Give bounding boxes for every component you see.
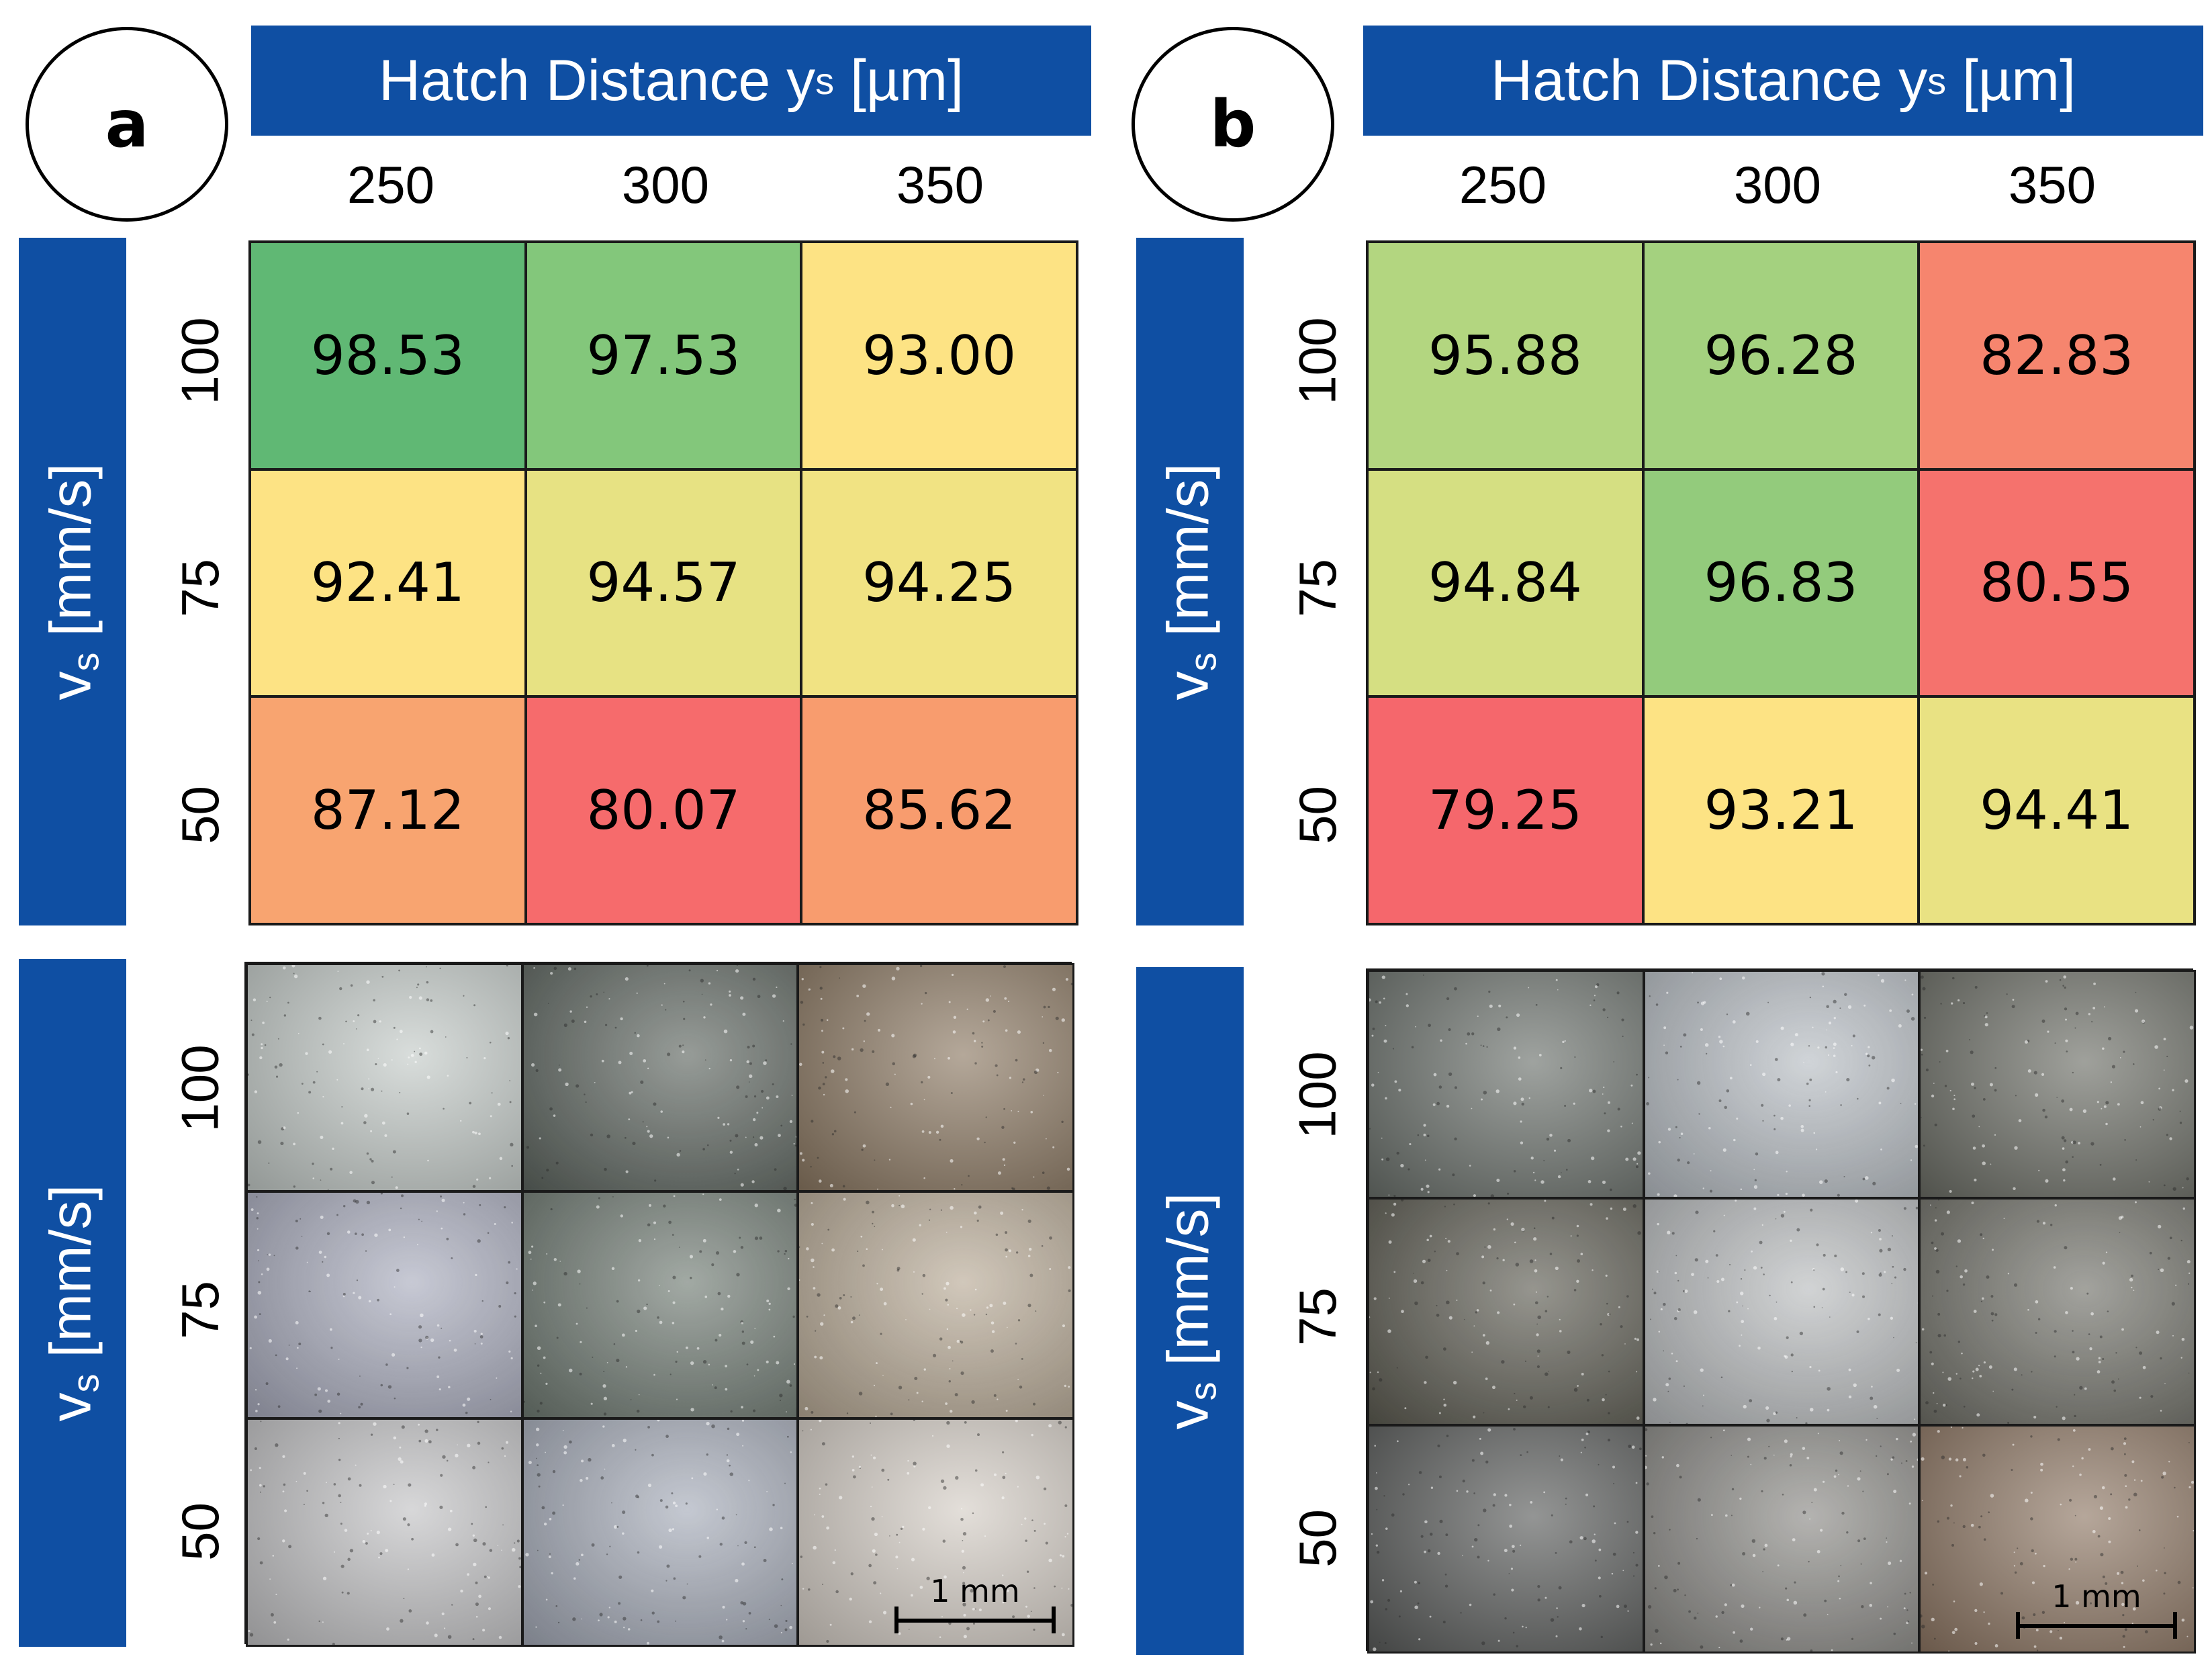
micrograph-tile: [797, 1418, 1074, 1647]
x-tick-label: 300: [1733, 155, 1822, 214]
y-axis-title-sub: s: [1181, 1382, 1224, 1401]
scale-bar: 1 mm: [894, 1573, 1056, 1633]
scale-bar: 1 mm: [2016, 1578, 2177, 1639]
y-tick-label: 100: [1287, 1050, 1347, 1139]
micrograph-tile: [1919, 1197, 2196, 1427]
scale-bar-label: 1 mm: [930, 1573, 1020, 1609]
x-axis-title-text: Hatch Distance y: [379, 48, 816, 113]
y-tick-label: 100: [1287, 316, 1347, 405]
heatmap-cell: 80.55: [1917, 467, 2196, 698]
panel-label: b: [1132, 27, 1334, 222]
heatmap-cell: 95.88: [1366, 240, 1645, 471]
heatmap-cell: 94.57: [524, 467, 803, 698]
x-tick-label: 300: [621, 155, 710, 214]
y-axis-title-unit: [mm/s]: [38, 1184, 103, 1358]
micrograph-grid: [1366, 968, 2196, 1654]
x-axis-title-unit: [µm]: [1962, 48, 2076, 113]
x-tick-label: 350: [2008, 155, 2096, 214]
panel-label: a: [26, 27, 228, 222]
x-tick-label: 250: [347, 155, 435, 214]
x-tick-label: 250: [1459, 155, 1547, 214]
micrograph-tile: [521, 1418, 799, 1647]
x-axis-title-unit: [µm]: [849, 48, 964, 113]
heatmap-cell: 97.53: [524, 240, 803, 471]
y-axis-title-sub: s: [64, 652, 107, 672]
y-tick-label: 100: [170, 1044, 230, 1132]
y-tick-label: 50: [170, 785, 230, 844]
heatmap-cell: 82.83: [1917, 240, 2196, 471]
y-axis-title-unit: [mm/s]: [1156, 1192, 1221, 1366]
heatmap-cell: 94.25: [800, 467, 1078, 698]
micrograph-tile: [1367, 1425, 1645, 1654]
x-axis-title-sub: s: [1927, 59, 1947, 102]
y-tick-label: 50: [1287, 785, 1347, 844]
heatmap-cell: 94.84: [1366, 467, 1645, 698]
heatmap-cell: 87.12: [248, 695, 527, 925]
micrograph-tile: [1919, 970, 2196, 1199]
y-axis-title: vs [mm/s]: [1136, 967, 1244, 1655]
y-axis-title-unit: [mm/s]: [1156, 463, 1221, 637]
y-axis-title: vs [mm/s]: [19, 238, 126, 925]
y-tick-label: 50: [1287, 1508, 1347, 1568]
micrograph-tile: [797, 1190, 1074, 1420]
micrograph-tile: [1919, 1425, 2196, 1654]
y-tick-label: 75: [1287, 1287, 1347, 1346]
heatmap-cell: 96.83: [1641, 467, 1921, 698]
x-tick-label: 350: [896, 155, 984, 214]
y-axis-title-text: v: [1156, 671, 1221, 700]
y-axis-title-text: v: [1156, 1400, 1221, 1430]
micrograph-tile: [246, 963, 523, 1192]
y-axis-title-unit: [mm/s]: [38, 463, 103, 637]
heatmap-cell: 94.41: [1917, 695, 2196, 925]
micrograph-grid: [244, 962, 1074, 1647]
y-axis-title-text: v: [38, 671, 103, 700]
y-tick-label: 75: [170, 558, 230, 617]
micrograph-tile: [246, 1418, 523, 1647]
micrograph-tile: [521, 1190, 799, 1420]
heatmap-cell: 85.62: [800, 695, 1078, 925]
y-tick-label: 75: [1287, 558, 1347, 617]
heatmap-cell: 93.21: [1641, 695, 1921, 925]
micrograph-tile: [1643, 1197, 1921, 1427]
micrograph-tile: [1643, 1425, 1921, 1654]
heatmap-cell: 96.28: [1641, 240, 1921, 471]
y-axis-title-sub: s: [64, 1373, 107, 1393]
heatmap-cell: 98.53: [248, 240, 527, 471]
y-tick-label: 50: [170, 1502, 230, 1561]
micrograph-tile: [521, 963, 799, 1192]
y-axis-title: vs [mm/s]: [19, 959, 126, 1647]
micrograph-tile: [1643, 970, 1921, 1199]
micrograph-tile: [1367, 970, 1645, 1199]
x-axis-title-sub: s: [815, 59, 835, 102]
heatmap-cell: 93.00: [800, 240, 1078, 471]
heatmap-grid: 95.88 96.28 82.83 94.84 96.83 80.55 79.25 93.21…: [1366, 240, 2196, 925]
y-axis-title-text: v: [38, 1392, 103, 1422]
x-axis-title-text: Hatch Distance y: [1491, 48, 1928, 113]
micrograph-tile: [246, 1190, 523, 1420]
y-axis-title: vs [mm/s]: [1136, 238, 1244, 925]
heatmap-grid: 98.53 97.53 93.00 92.41 94.57 94.25 87.12 80.07…: [248, 240, 1078, 925]
y-axis-title-sub: s: [1181, 652, 1224, 672]
heatmap-cell: 92.41: [248, 467, 527, 698]
heatmap-cell: 79.25: [1366, 695, 1645, 925]
scale-bar-label: 1 mm: [2052, 1578, 2141, 1615]
y-tick-label: 75: [170, 1280, 230, 1339]
micrograph-tile: [1367, 1197, 1645, 1427]
y-tick-label: 100: [170, 316, 230, 405]
micrograph-tile: [797, 963, 1074, 1192]
heatmap-cell: 80.07: [524, 695, 803, 925]
